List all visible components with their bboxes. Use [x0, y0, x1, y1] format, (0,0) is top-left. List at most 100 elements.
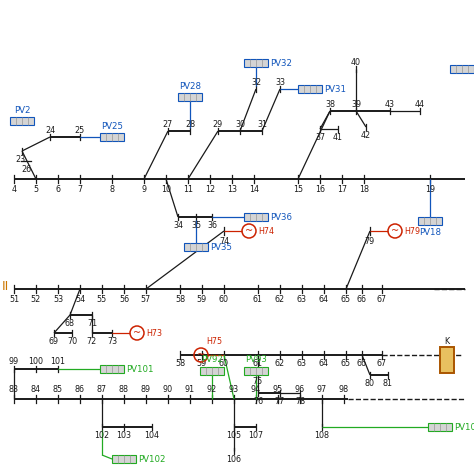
Text: H74: H74 — [258, 227, 274, 236]
Text: 33: 33 — [275, 78, 285, 86]
Text: 11: 11 — [183, 184, 193, 193]
Text: 78: 78 — [295, 396, 305, 405]
FancyBboxPatch shape — [298, 85, 322, 93]
Text: 51: 51 — [9, 294, 19, 303]
Text: 40: 40 — [351, 57, 361, 66]
Text: 66: 66 — [357, 294, 367, 303]
Text: 104: 104 — [145, 430, 159, 439]
Text: PV32: PV32 — [271, 58, 292, 67]
Text: 9: 9 — [141, 184, 146, 193]
Text: PV93: PV93 — [245, 356, 267, 365]
Text: 62: 62 — [275, 359, 285, 368]
Text: 58: 58 — [175, 359, 185, 368]
Text: 43: 43 — [385, 100, 395, 109]
Text: 100: 100 — [28, 357, 44, 366]
Text: 107: 107 — [248, 430, 264, 439]
Text: 31: 31 — [257, 119, 267, 128]
Text: 68: 68 — [65, 319, 75, 328]
Text: 99: 99 — [9, 357, 19, 366]
Text: PV31: PV31 — [325, 84, 346, 93]
Text: K: K — [445, 337, 449, 346]
Text: 16: 16 — [315, 184, 325, 193]
Text: PV35: PV35 — [210, 243, 233, 252]
Text: 97: 97 — [317, 385, 327, 394]
Text: 54: 54 — [75, 294, 85, 303]
Text: 89: 89 — [141, 385, 151, 394]
Text: 73: 73 — [107, 337, 117, 346]
Text: 72: 72 — [87, 337, 97, 346]
Text: 67: 67 — [377, 294, 387, 303]
Text: PV10: PV10 — [455, 422, 474, 431]
Text: 102: 102 — [94, 430, 109, 439]
Text: 69: 69 — [49, 337, 59, 346]
Text: 75: 75 — [253, 376, 263, 385]
Text: 61: 61 — [253, 294, 263, 303]
Text: 64: 64 — [319, 294, 329, 303]
Text: 44: 44 — [415, 100, 425, 109]
Text: 39: 39 — [351, 100, 361, 109]
FancyBboxPatch shape — [418, 217, 442, 225]
Text: PV25: PV25 — [101, 121, 123, 130]
Text: 30: 30 — [235, 119, 245, 128]
Text: 79: 79 — [365, 237, 375, 246]
Text: 38: 38 — [325, 100, 335, 109]
Text: 93: 93 — [229, 385, 239, 394]
Text: 37: 37 — [315, 133, 325, 142]
FancyBboxPatch shape — [178, 93, 202, 101]
Text: 65: 65 — [341, 359, 351, 368]
Text: 17: 17 — [337, 184, 347, 193]
Text: 55: 55 — [97, 294, 107, 303]
Text: 77: 77 — [275, 396, 285, 405]
Text: 105: 105 — [227, 430, 242, 439]
Text: 5: 5 — [34, 184, 38, 193]
Text: PV18: PV18 — [419, 228, 441, 237]
Text: 80: 80 — [365, 379, 375, 388]
Text: 62: 62 — [275, 294, 285, 303]
Text: 76: 76 — [253, 396, 263, 405]
Text: PV101: PV101 — [127, 365, 154, 374]
Text: 52: 52 — [31, 294, 41, 303]
FancyBboxPatch shape — [244, 367, 268, 375]
Text: 53: 53 — [53, 294, 63, 303]
Text: PV2: PV2 — [14, 106, 30, 115]
Text: 23: 23 — [15, 155, 25, 164]
Text: 28: 28 — [185, 119, 195, 128]
Text: 60: 60 — [219, 359, 229, 368]
Text: 13: 13 — [227, 184, 237, 193]
Text: H75: H75 — [206, 337, 222, 346]
Text: 86: 86 — [75, 385, 85, 394]
Text: 8: 8 — [109, 184, 115, 193]
FancyBboxPatch shape — [440, 347, 454, 373]
Text: 27: 27 — [163, 119, 173, 128]
Text: 36: 36 — [207, 220, 217, 229]
Text: PV28: PV28 — [179, 82, 201, 91]
Text: 94: 94 — [251, 385, 261, 394]
Text: 66: 66 — [357, 359, 367, 368]
Text: PV92: PV92 — [201, 356, 223, 365]
Text: 71: 71 — [87, 319, 97, 328]
Text: 29: 29 — [213, 119, 223, 128]
Text: 88: 88 — [119, 385, 129, 394]
Text: 85: 85 — [53, 385, 63, 394]
FancyBboxPatch shape — [450, 65, 474, 73]
Text: 103: 103 — [117, 430, 131, 439]
Text: 106: 106 — [227, 455, 241, 464]
Text: 24: 24 — [45, 126, 55, 135]
Text: 56: 56 — [119, 294, 129, 303]
Text: 98: 98 — [339, 385, 349, 394]
Text: 61: 61 — [253, 359, 263, 368]
Text: 84: 84 — [31, 385, 41, 394]
FancyBboxPatch shape — [428, 423, 452, 431]
Text: 18: 18 — [359, 184, 369, 193]
Text: 108: 108 — [315, 430, 329, 439]
Text: 95: 95 — [273, 385, 283, 394]
Text: 41: 41 — [333, 133, 343, 142]
Text: PV102: PV102 — [138, 455, 166, 464]
Text: 87: 87 — [97, 385, 107, 394]
Text: H79: H79 — [404, 227, 420, 236]
Text: 35: 35 — [191, 220, 201, 229]
Text: ~: ~ — [197, 350, 205, 360]
Text: 101: 101 — [51, 357, 65, 366]
Text: 57: 57 — [141, 294, 151, 303]
Text: 96: 96 — [295, 385, 305, 394]
